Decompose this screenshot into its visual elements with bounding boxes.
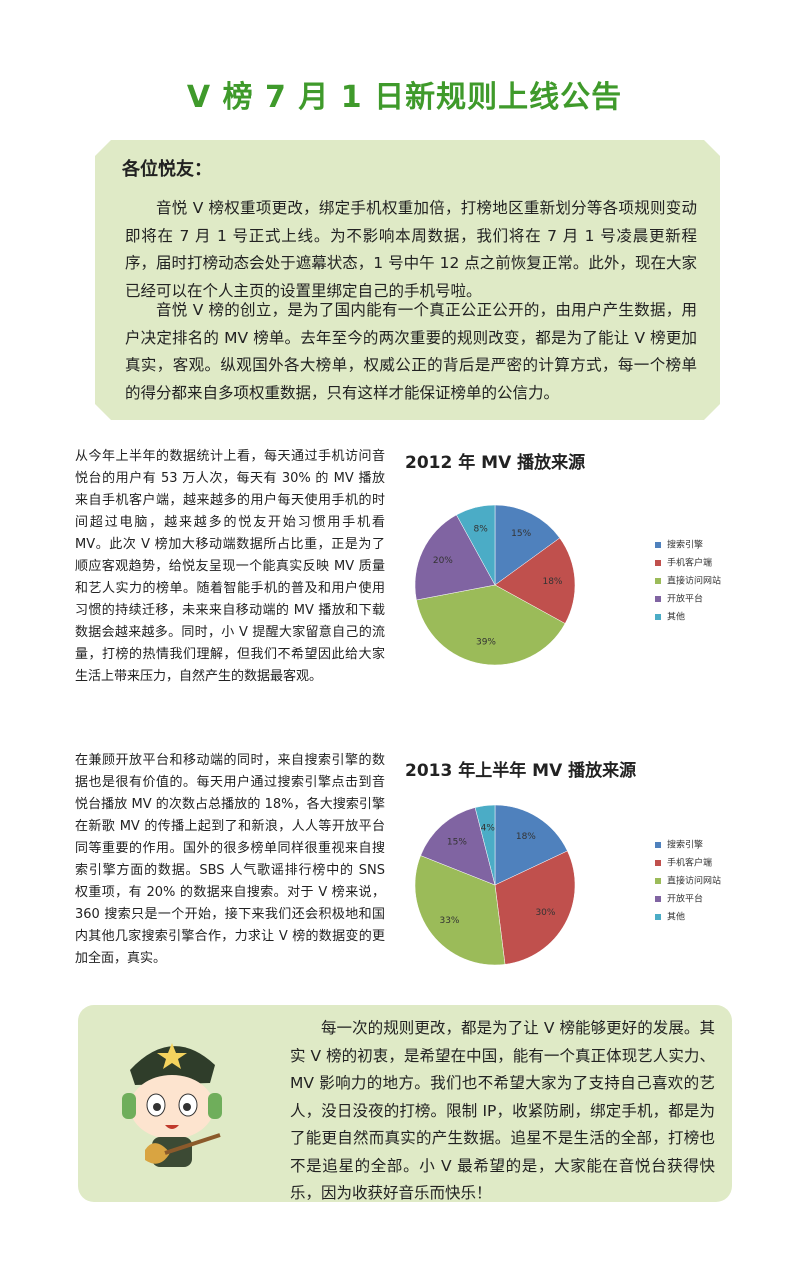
paragraph: 音悦 V 榜权重项更改，绑定手机权重加倍，打榜地区重新划分等各项规则变动即将在 … <box>125 199 697 300</box>
legend-swatch <box>655 896 661 902</box>
pie-slice <box>494 850 576 965</box>
pie-slice <box>414 855 506 966</box>
slice-label: 8% <box>474 525 489 535</box>
pie-slice <box>494 504 561 586</box>
chart-title: 2012 年 MV 播放来源 <box>405 453 586 473</box>
legend-swatch <box>655 560 661 566</box>
intro-box <box>95 140 720 420</box>
slice-label: 4% <box>481 823 496 833</box>
legend-swatch <box>655 860 661 866</box>
mascot <box>122 1043 222 1167</box>
title: V 榜 7 月 1 日新规则上线公告 <box>186 80 623 115</box>
legend-label: 其他 <box>667 611 685 623</box>
slice-label: 15% <box>447 837 467 847</box>
legend-label: 开放平台 <box>667 593 703 605</box>
slice-label: 18% <box>516 832 536 842</box>
legend-swatch <box>655 596 661 602</box>
pie-slice <box>414 514 496 601</box>
legend-label: 搜索引擎 <box>667 839 703 851</box>
slice-label: 18% <box>542 577 562 587</box>
pie-slice <box>474 804 496 886</box>
paragraph: 音悦 V 榜的创立，是为了国内能有一个真正公正公开的，由用户产生数据，用户决定排… <box>125 301 697 402</box>
legend-swatch <box>655 878 661 884</box>
footer-text: 每一次的规则更改，都是为了让 V 榜能够更好的发展。其实 V 榜的初衷，是希望在… <box>290 1019 715 1202</box>
greeting: 各位悦友： <box>122 159 212 180</box>
slice-label: 39% <box>476 637 496 647</box>
slice-label: 30% <box>535 908 555 918</box>
legend-swatch <box>655 614 661 620</box>
pie-slice <box>456 504 496 586</box>
legend-swatch <box>655 842 661 848</box>
legend-label: 直接访问网站 <box>667 575 721 587</box>
pie-slice <box>494 804 568 886</box>
legend-swatch <box>655 578 661 584</box>
slice-label: 20% <box>433 556 453 566</box>
pie-slice <box>416 584 566 666</box>
chart-title: 2013 年上半年 MV 播放来源 <box>405 761 637 781</box>
legend-swatch <box>655 542 661 548</box>
legend-label: 手机客户端 <box>667 557 712 569</box>
legend-label: 其他 <box>667 911 685 923</box>
legend-label: 开放平台 <box>667 893 703 905</box>
section-text: 从今年上半年的数据统计上看，每天通过手机访问音悦台的用户有 53 万人次，每天有… <box>75 449 385 684</box>
legend-label: 搜索引擎 <box>667 539 703 551</box>
legend-label: 手机客户端 <box>667 857 712 869</box>
legend-swatch <box>655 914 661 920</box>
pie-slice <box>420 807 496 886</box>
legend-label: 直接访问网站 <box>667 875 721 887</box>
slice-label: 15% <box>511 529 531 539</box>
section-text: 在兼顾开放平台和移动端的同时，来自搜索引擎的数据也是很有价值的。每天用户通过搜索… <box>75 753 385 966</box>
slice-label: 33% <box>439 916 459 926</box>
pie-slice <box>494 537 576 624</box>
